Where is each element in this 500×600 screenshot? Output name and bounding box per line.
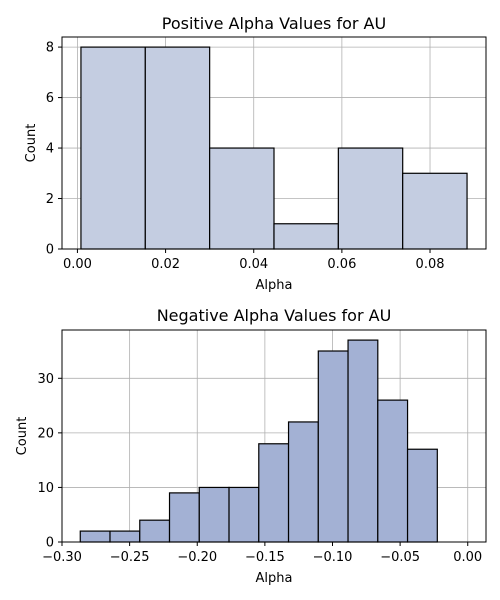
histogram-bars	[79, 339, 438, 543]
x-axis-label: Alpha	[256, 571, 293, 586]
histogram-bar	[109, 530, 141, 543]
histogram-bar	[228, 486, 260, 543]
positive-alpha-histogram: 0.00 0.02 0.04 0.06 0.08 0 2 4 6 8 Positive Alph…	[24, 14, 487, 293]
x-axis-ticks: 0.00 0.02 0.04 0.06 0.08	[63, 249, 445, 272]
histogram-bar	[273, 223, 339, 250]
x-tick-label: 0.00	[453, 550, 482, 565]
x-tick-label: 0.06	[327, 257, 356, 272]
negative-alpha-histogram: −0.30 −0.25 −0.20 −0.15 −0.10 −0.05 0.00 0 10 20…	[15, 306, 487, 586]
x-tick-label: 0.08	[416, 257, 445, 272]
chart-title: Negative Alpha Values for AU	[157, 306, 392, 325]
x-axis-label: Alpha	[256, 278, 293, 293]
histogram-bar	[287, 421, 319, 543]
histogram-bar	[144, 46, 211, 250]
y-axis-label: Count	[24, 124, 39, 163]
histogram-bar	[347, 339, 379, 543]
histogram-bar	[168, 492, 200, 543]
plot-frame	[61, 329, 487, 543]
x-tick-label: −0.05	[380, 550, 420, 565]
y-tick-label: 20	[37, 426, 54, 441]
histogram-bar	[406, 448, 438, 543]
y-tick-label: 0	[46, 243, 54, 258]
y-tick-label: 2	[46, 192, 54, 207]
y-tick-label: 0	[46, 536, 54, 551]
x-tick-label: −0.30	[42, 550, 82, 565]
histogram-bar	[80, 46, 146, 250]
histogram-bar	[209, 147, 275, 250]
histogram-bar	[317, 350, 349, 543]
x-tick-label: 0.02	[151, 257, 180, 272]
x-axis-ticks: −0.30 −0.25 −0.20 −0.15 −0.10 −0.05 0.00	[42, 542, 482, 565]
histogram-bar	[198, 486, 230, 543]
x-tick-label: 0.00	[63, 257, 92, 272]
histogram-bar	[139, 519, 171, 543]
y-axis-label: Count	[15, 417, 30, 456]
x-tick-label: 0.04	[239, 257, 268, 272]
x-tick-label: −0.10	[313, 550, 353, 565]
y-tick-label: 10	[37, 481, 54, 496]
y-tick-label: 4	[46, 142, 54, 157]
y-axis-ticks: 0 2 4 6 8	[46, 41, 62, 258]
y-tick-label: 6	[46, 91, 54, 106]
y-axis-ticks: 0 10 20 30	[37, 372, 62, 551]
histogram-bar	[79, 530, 111, 543]
y-tick-label: 30	[37, 372, 54, 387]
x-tick-label: −0.25	[110, 550, 150, 565]
histogram-bar	[337, 147, 404, 250]
histogram-bar	[377, 399, 409, 543]
chart-title: Positive Alpha Values for AU	[162, 14, 386, 33]
x-tick-label: −0.15	[245, 550, 285, 565]
y-tick-label: 8	[46, 41, 54, 56]
plot-frame	[61, 36, 487, 250]
histogram-bar	[258, 443, 290, 543]
x-tick-label: −0.20	[177, 550, 217, 565]
histogram-bar	[402, 172, 468, 250]
